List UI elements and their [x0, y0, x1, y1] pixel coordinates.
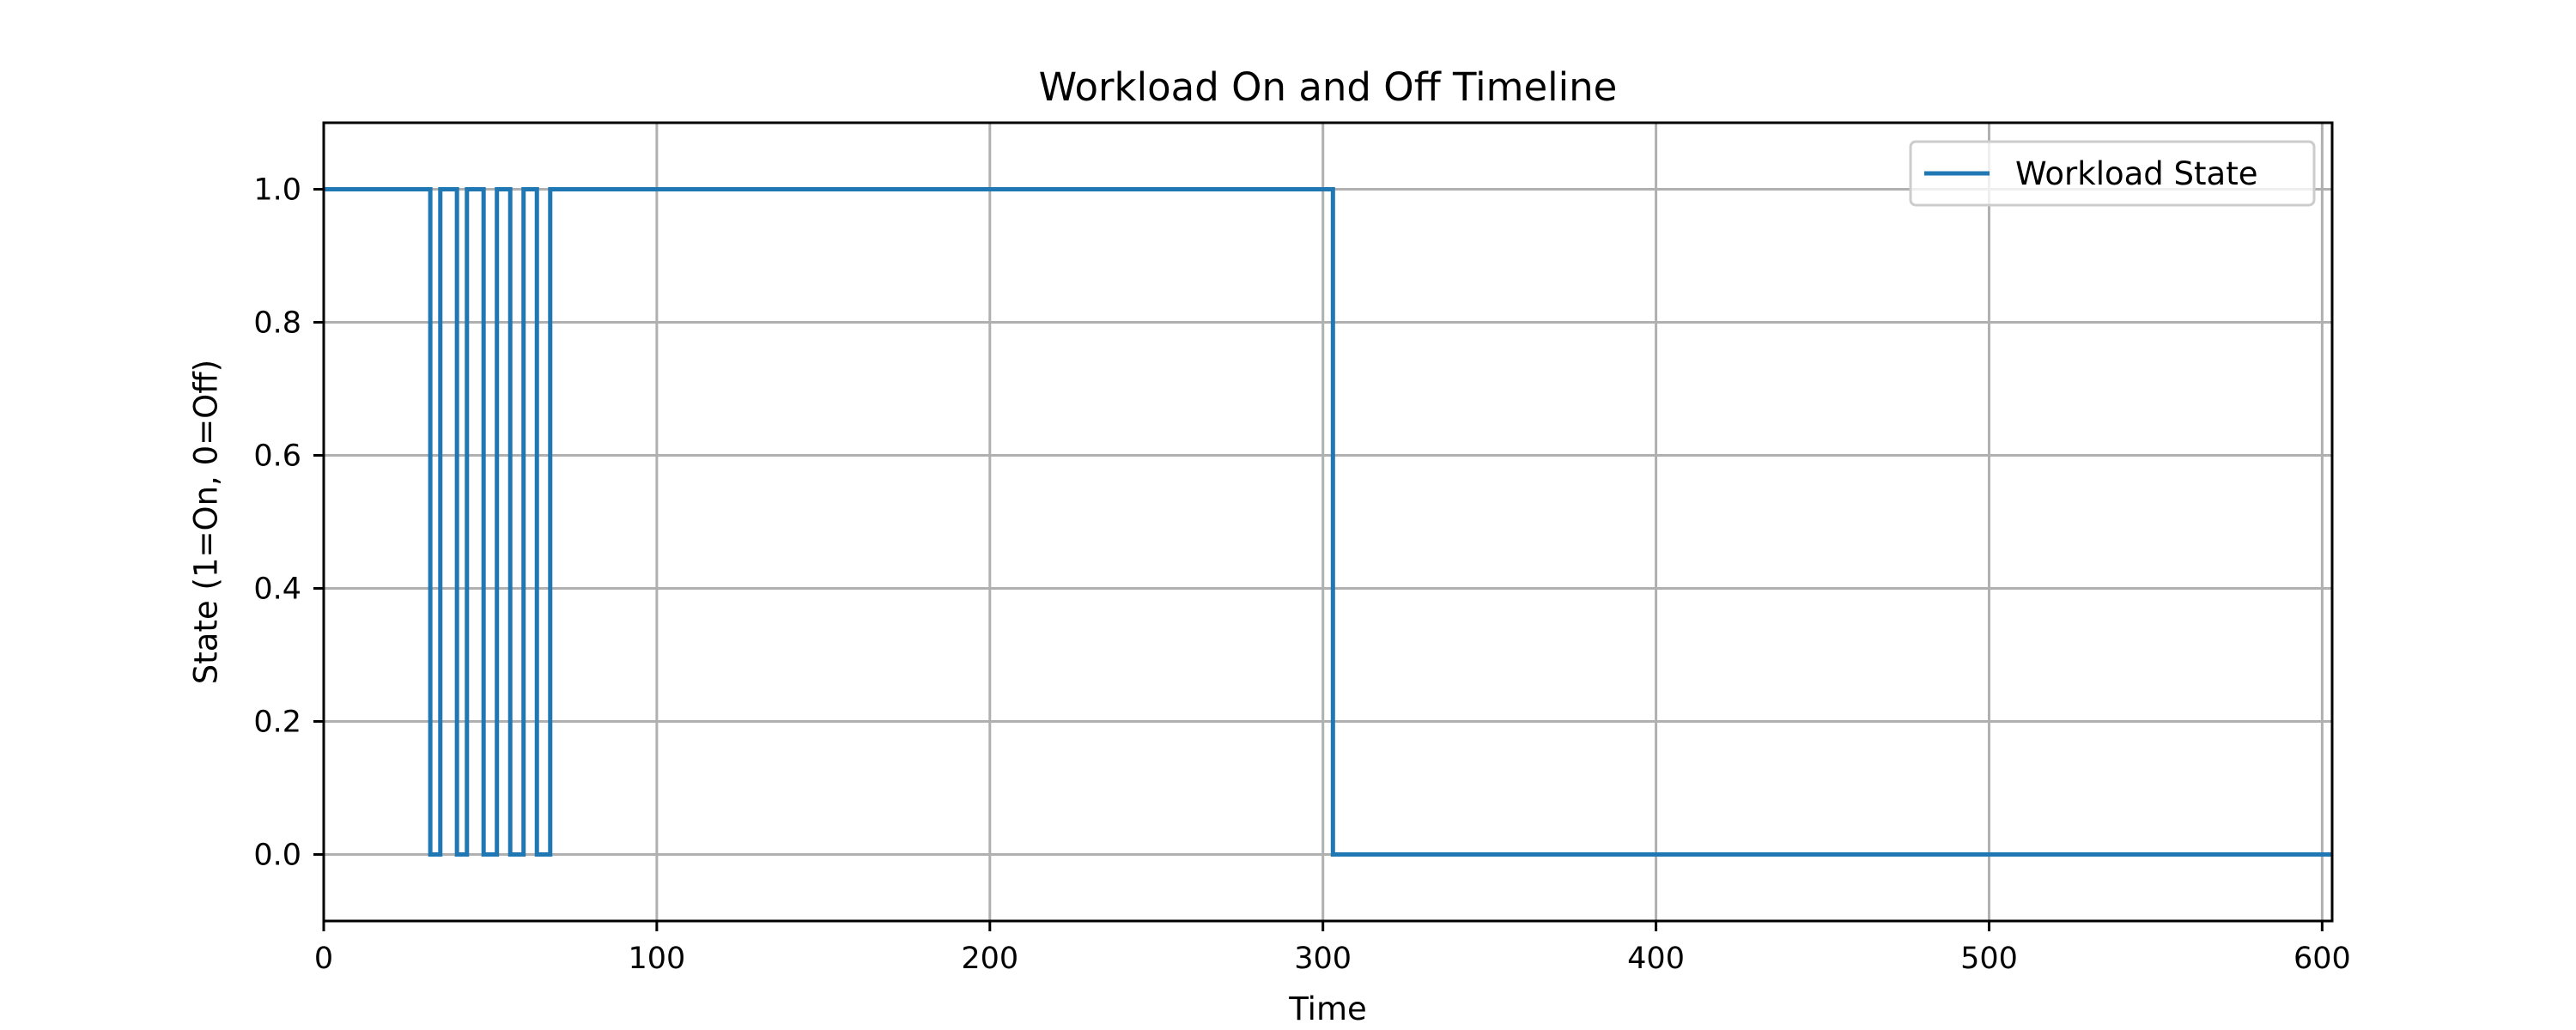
- x-tick-label: 400: [1627, 942, 1685, 976]
- x-axis-label: Time: [1288, 991, 1367, 1027]
- plot-frame: [322, 121, 2334, 923]
- chart-title: Workload On and Off Timeline: [1039, 64, 1618, 110]
- y-tick-label: 0.2: [253, 706, 301, 740]
- x-tick-label: 100: [628, 942, 685, 976]
- y-tick-label: 0.0: [253, 839, 301, 873]
- x-tick-label: 600: [2293, 942, 2351, 976]
- y-axis-label: State (1=On, 0=Off): [188, 360, 225, 684]
- y-axis: 0.0 0.2 0.4 0.6 0.8 1.0: [253, 173, 324, 873]
- y-tick-label: 0.8: [253, 306, 301, 341]
- series-line-workload-state: [324, 187, 2332, 857]
- x-tick-label: 0: [314, 942, 333, 976]
- y-tick-label: 1.0: [253, 173, 301, 208]
- x-tick-label: 200: [961, 942, 1018, 976]
- grid: [322, 123, 2332, 921]
- x-axis: 0 100 200 300 400 500 600: [314, 921, 2351, 976]
- legend-box: [1909, 140, 2316, 207]
- y-tick-label: 0.6: [253, 439, 301, 474]
- series-layer: [324, 187, 2332, 857]
- legend: Workload State: [1909, 140, 2316, 207]
- y-tick-label: 0.4: [253, 573, 301, 607]
- x-tick-label: 500: [1960, 942, 2018, 976]
- x-tick-label: 300: [1294, 942, 1352, 976]
- legend-label-workload-state: Workload State: [2015, 155, 2257, 192]
